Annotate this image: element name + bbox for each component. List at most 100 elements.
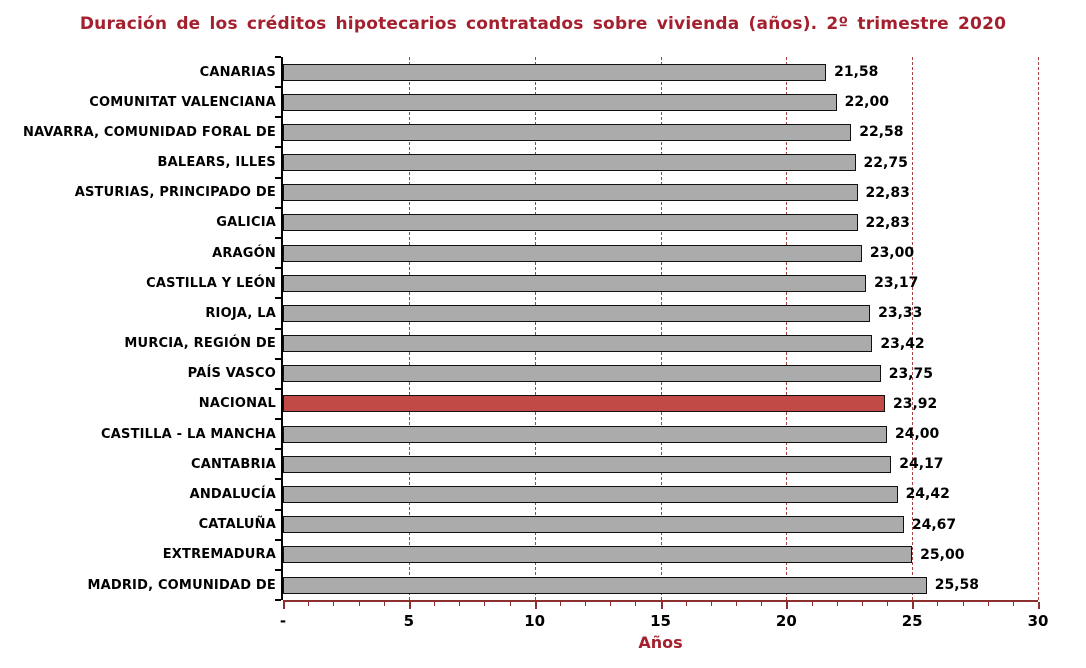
value-label: 23,75 (888, 365, 933, 382)
x-minor-tick (635, 602, 637, 606)
bar-row: 24,17 (283, 449, 1038, 479)
bar-row: 22,58 (283, 117, 1038, 147)
bar-row: 24,00 (283, 419, 1038, 449)
y-tick (275, 267, 281, 270)
bar-row: 23,33 (283, 298, 1038, 328)
gridlines (283, 57, 1039, 600)
x-tick-label: 5 (403, 612, 415, 630)
y-tick (275, 387, 281, 390)
category-label: CANARIAS (199, 64, 276, 80)
bar (283, 63, 827, 81)
y-tick (275, 357, 281, 360)
x-minor-tick (736, 602, 737, 606)
x-minor-tick (434, 602, 435, 606)
x-major-tick (283, 602, 285, 609)
bar-row: 23,42 (283, 329, 1038, 359)
bar-row: 23,00 (283, 238, 1038, 268)
category-label: CASTILLA - LA MANCHA (101, 426, 276, 442)
bar-rows: 21,58 22,00 22,58 22,75 22,83 22,83 23,00 23,17… (283, 57, 1038, 600)
x-minor-tick (836, 602, 838, 606)
value-label: 22,75 (863, 154, 908, 171)
y-tick (275, 236, 281, 239)
bar (283, 123, 852, 141)
y-tick (275, 297, 281, 300)
value-label: 24,00 (895, 426, 940, 443)
x-minor-tick (358, 602, 360, 606)
bar (283, 274, 867, 292)
x-minor-tick (861, 602, 863, 606)
x-minor-tick (887, 602, 888, 606)
bar-row: 21,58 (283, 57, 1038, 87)
x-minor-tick (333, 602, 335, 606)
value-label: 23,33 (878, 305, 923, 322)
x-minor-tick (987, 602, 989, 606)
y-tick (275, 417, 281, 420)
value-label: 25,58 (934, 577, 980, 593)
bar-row: 22,83 (283, 208, 1038, 238)
category-label: CATALUÑA (198, 517, 276, 533)
x-tick-label: 15 (650, 612, 671, 630)
bar (283, 93, 837, 111)
gridline (408, 57, 410, 600)
bar (283, 485, 898, 503)
x-axis: - 5 10 15 20 25 30 (280, 600, 1048, 630)
value-label: 23,92 (892, 395, 938, 412)
y-tick (275, 508, 281, 511)
bar-row: 23,17 (283, 268, 1038, 298)
bar-row: 25,58 (283, 570, 1038, 600)
value-label: 24,67 (911, 516, 957, 533)
y-tick (275, 327, 281, 330)
gridline (1038, 57, 1039, 600)
bar (283, 425, 887, 443)
value-label: 23,00 (869, 245, 915, 262)
category-label: ASTURIAS, PRINCIPADO DE (74, 185, 276, 201)
x-tick-label: 25 (901, 612, 923, 630)
y-tick (275, 116, 281, 119)
bar (283, 576, 927, 594)
category-label: ANDALUCÍA (189, 486, 276, 502)
category-label: MADRID, COMUNIDAD DE (87, 577, 276, 593)
x-minor-tick (484, 602, 486, 606)
bar (283, 304, 871, 322)
bar (283, 154, 856, 172)
bar (283, 244, 862, 262)
x-minor-tick (559, 602, 561, 606)
value-label: 22,83 (865, 184, 910, 201)
bar (283, 546, 913, 564)
y-tick (275, 86, 281, 89)
x-minor-tick (811, 602, 813, 606)
category-label: COMUNITAT VALENCIANA (89, 94, 276, 110)
x-minor-tick (710, 602, 712, 606)
y-tick (275, 538, 281, 541)
gridline (660, 57, 662, 600)
plot-area: 21,58 22,00 22,58 22,75 22,83 22,83 23,00 23,17… (275, 56, 1048, 630)
gridline (534, 57, 536, 600)
bar (283, 184, 858, 202)
y-tick (275, 568, 281, 571)
value-label: 24,17 (899, 456, 944, 473)
value-label: 23,17 (874, 275, 919, 292)
x-major-tick (1038, 602, 1040, 609)
bar-row: 25,00 (283, 540, 1038, 570)
x-tick-label: 20 (775, 612, 797, 630)
x-minor-tick (383, 602, 385, 606)
x-tick-label: - (279, 612, 287, 630)
value-label: 22,83 (865, 214, 910, 231)
category-label: BALEARS, ILLES (157, 155, 276, 171)
bar (283, 365, 881, 383)
bar-row: 24,67 (283, 510, 1038, 540)
gridline (786, 57, 788, 600)
x-minor-tick (962, 602, 964, 606)
x-minor-tick (761, 602, 763, 606)
gridline (912, 57, 914, 600)
bar (283, 455, 892, 473)
y-tick (275, 206, 281, 209)
bar-row: 23,75 (283, 359, 1038, 389)
category-label: NACIONAL (198, 396, 276, 412)
bar-row: 23,92 (283, 389, 1038, 419)
x-minor-tick (1012, 602, 1014, 606)
category-label: EXTREMADURA (162, 547, 276, 563)
category-label: RIOJA, LA (205, 305, 276, 321)
x-minor-tick (685, 602, 687, 606)
